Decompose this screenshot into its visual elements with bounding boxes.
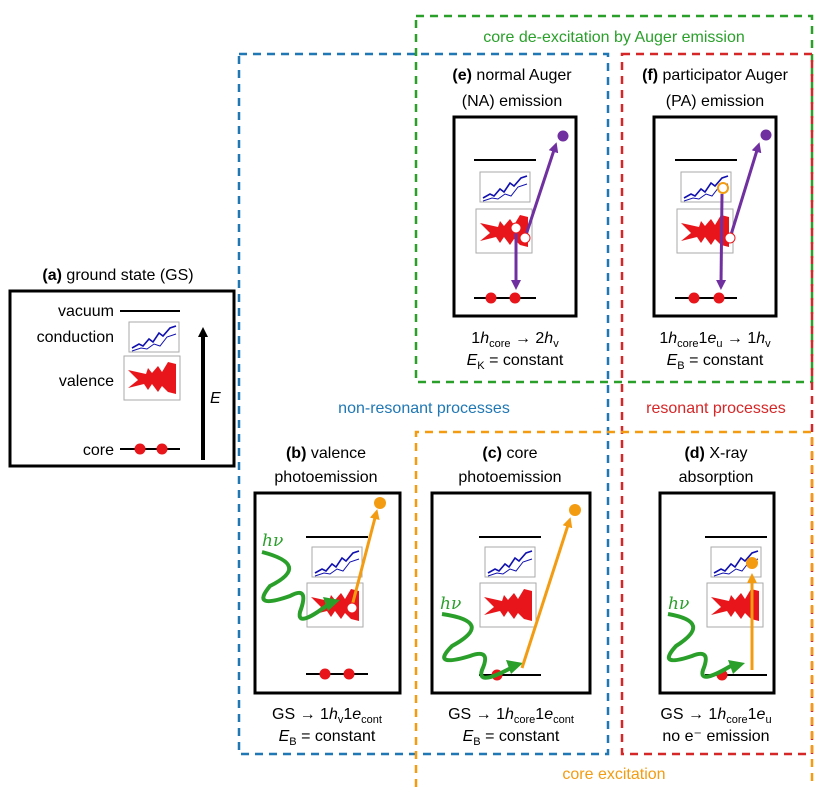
core-label: core <box>83 442 114 459</box>
conduction-label: conduction <box>37 329 114 346</box>
photoelectron-arrow <box>350 509 380 607</box>
panel-b-formula-2: EB = constant <box>279 728 376 748</box>
conduction-dos <box>479 171 531 203</box>
panel-e-formula-2: EK = constant <box>467 352 564 372</box>
auger-arrow <box>523 142 559 239</box>
conduction-dos <box>484 546 536 578</box>
photoelectron <box>569 504 581 516</box>
core-excitation-label: core excitation <box>562 766 665 783</box>
auger-electron <box>760 129 772 141</box>
core-electron <box>134 443 146 455</box>
valence-hole <box>724 232 736 244</box>
panel-c-formula-2: EB = constant <box>463 728 560 748</box>
panel-d-title-2: absorption <box>679 469 754 486</box>
core-electron <box>688 292 700 304</box>
auger-frame <box>414 14 814 384</box>
panel-c-title-1: (c) core <box>482 445 537 462</box>
core-electron <box>485 292 497 304</box>
panel-e-title-1: (e) normal Auger <box>452 67 572 84</box>
panel-b: (b) valence photoemission hν GS → 1hv1ec… <box>253 445 402 748</box>
auger-group-label: core de-excitation by Auger emission <box>483 29 744 46</box>
photon-arrowhead <box>728 660 745 674</box>
core-electron <box>713 292 725 304</box>
panel-f-title-2: (PA) emission <box>666 93 764 110</box>
excited-state-hole <box>717 182 729 194</box>
panel-c: (c) core photoemission hν GS → 1hcore1ec… <box>430 445 592 748</box>
valence-dos <box>475 208 533 254</box>
panel-f-title-1: (f) participator Auger <box>642 67 789 84</box>
photon-label: hν <box>262 531 283 551</box>
core-electron <box>156 443 168 455</box>
vacuum-label: vacuum <box>58 303 114 320</box>
panel-e-formula-1: 1hcore → 2hv <box>471 330 559 350</box>
panel-b-title-2: photoemission <box>274 469 377 486</box>
core-electron <box>319 668 331 680</box>
photon-arrowhead <box>506 660 523 674</box>
panel-e: (e) normal Auger (NA) emission 1hcore → … <box>452 67 578 372</box>
photon-label: hν <box>440 594 461 614</box>
valence-dos <box>123 355 181 401</box>
conduction-dos <box>128 321 180 353</box>
panel-b-title-1: (b) valence <box>286 445 366 462</box>
valence-dos <box>479 582 537 628</box>
panel-d-formula-2: no e⁻ emission <box>662 728 769 745</box>
valence-label: valence <box>59 373 114 390</box>
photon-wave <box>666 612 736 679</box>
panel-f: (f) participator Auger (PA) emission 1hc… <box>642 67 789 372</box>
panel-d-formula-1: GS → 1hcore1eu <box>660 706 771 726</box>
core-excitation-frame <box>414 430 814 787</box>
panel-e-title-2: (NA) emission <box>462 93 562 110</box>
non-resonant-label: non-resonant processes <box>338 400 510 417</box>
photoelectron <box>374 497 386 509</box>
photon-wave <box>441 612 519 680</box>
core-electron <box>343 668 355 680</box>
valence-hole <box>510 222 522 234</box>
panel-a: (a) ground state (GS) vacuum conduction … <box>8 267 236 468</box>
panel-a-box <box>8 289 236 468</box>
auger-arrow <box>728 142 762 239</box>
panel-a-title: (a) ground state (GS) <box>42 267 193 284</box>
valence-hole <box>346 602 358 614</box>
resonant-frame <box>620 52 814 756</box>
valence-hole <box>519 232 531 244</box>
panel-d-title-1: (d) X-ray <box>684 445 747 462</box>
photon-label: hν <box>668 594 689 614</box>
panel-f-formula-2: EB = constant <box>667 352 764 372</box>
panel-c-formula-1: GS → 1hcore1econt <box>448 706 574 726</box>
excited-electron <box>746 557 758 569</box>
auger-electron <box>557 130 569 142</box>
photon-wave <box>261 550 336 621</box>
resonant-label: resonant processes <box>646 400 786 417</box>
panel-d: (d) X-ray absorption hν GS → 1hcore1eu n… <box>658 445 776 745</box>
photoelectron-arrow <box>520 517 573 669</box>
conduction-dos <box>311 546 363 578</box>
energy-label: E <box>210 390 221 407</box>
core-electron <box>509 292 521 304</box>
panel-c-title-2: photoemission <box>458 469 561 486</box>
valence-dos <box>676 208 734 254</box>
panel-b-formula-1: GS → 1hv1econt <box>272 706 382 726</box>
panel-f-formula-1: 1hcore1eu → 1hv <box>659 330 771 350</box>
non-resonant-frame <box>237 52 610 756</box>
photon-arrowhead <box>323 597 340 611</box>
valence-dos <box>706 582 764 628</box>
decay-arrow <box>716 193 727 290</box>
